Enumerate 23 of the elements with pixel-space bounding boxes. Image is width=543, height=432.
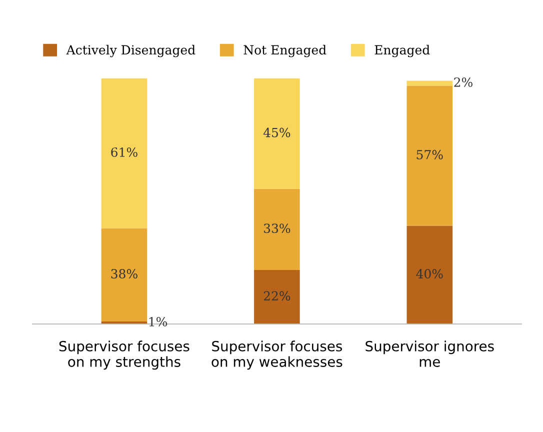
x-tick-label: Supervisor focuses on my weaknesses xyxy=(212,340,342,370)
x-tick-label: Supervisor focuses on my strengths xyxy=(59,340,190,370)
legend-label: Engaged xyxy=(374,44,430,58)
data-label: 2% xyxy=(454,77,472,87)
data-label: 22% xyxy=(264,291,290,301)
bar xyxy=(254,188,300,270)
x-tick-label: Supervisor ignores me xyxy=(366,340,494,367)
bar xyxy=(254,270,300,324)
bar xyxy=(101,78,148,228)
data-label: 1% xyxy=(149,316,168,326)
data-label: 61% xyxy=(111,147,138,157)
bar xyxy=(406,80,453,86)
data-label: 45% xyxy=(263,128,290,138)
legend-label: Actively Disengaged xyxy=(66,44,196,58)
legend-label: Not Engaged xyxy=(244,44,326,58)
data-label: 40% xyxy=(416,269,443,278)
bar xyxy=(101,228,148,322)
bar xyxy=(406,226,453,324)
bar xyxy=(254,78,300,189)
data-label: 38% xyxy=(111,269,138,278)
data-label: 57% xyxy=(416,150,443,160)
data-label: 33% xyxy=(264,224,290,234)
bar xyxy=(406,86,453,226)
